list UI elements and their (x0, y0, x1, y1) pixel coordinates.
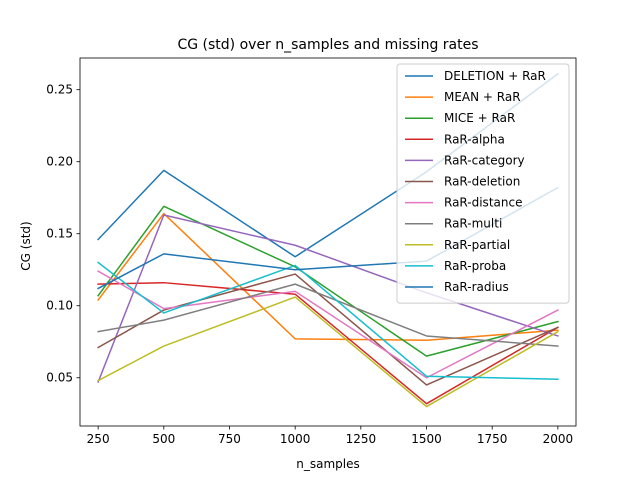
x-tick-label: 750 (218, 432, 241, 446)
legend-label-7: RaR-multi (444, 217, 502, 231)
axes: 250 500 750 1000 1250 1500 1750 2000 0.05 0.10 0.1… (46, 57, 577, 446)
y-axis-label: CG (std) (19, 221, 33, 270)
legend-label-0: DELETION + RaR (444, 69, 546, 83)
legend-label-9: RaR-proba (444, 259, 506, 273)
series-line-2 (97, 205, 559, 357)
legend-box (396, 63, 570, 304)
x-tick-label: 250 (87, 432, 110, 446)
legend-label-8: RaR-partial (444, 238, 510, 252)
legend-label-2: MICE + RaR (444, 111, 515, 125)
legend-label-6: RaR-distance (444, 196, 522, 210)
x-tick-label: 1000 (280, 432, 311, 446)
y-tick-label: 0.20 (46, 155, 73, 169)
y-tick-label: 0.25 (46, 83, 73, 97)
x-tick-label: 500 (152, 432, 175, 446)
chart-title: CG (std) over n_samples and missing rate… (177, 37, 478, 53)
y-tick-label: 0.05 (46, 371, 73, 385)
series-line-3 (97, 281, 559, 405)
axes-frame (79, 57, 577, 427)
series-line-1 (97, 212, 559, 342)
x-tick-label: 2000 (543, 432, 574, 446)
x-tick-label: 1250 (346, 432, 377, 446)
legend-label-5: RaR-deletion (444, 175, 520, 189)
series-line-4 (97, 214, 559, 384)
x-axis-label: n_samples (296, 457, 360, 471)
x-tick-label: 1500 (411, 432, 442, 446)
legend-label-10: RaR-radius (444, 280, 509, 294)
y-tick-label: 0.15 (46, 227, 73, 241)
series-line-9 (97, 261, 559, 380)
series-line-7 (97, 283, 559, 347)
legend-label-4: RaR-category (444, 153, 525, 167)
series-line-5 (97, 273, 559, 386)
series-line-8 (97, 296, 559, 408)
x-tick-label: 1750 (477, 432, 508, 446)
legend: DELETION + RaR MEAN + RaR MICE + RaR RaR-al… (396, 63, 570, 304)
legend-label-1: MEAN + RaR (444, 90, 521, 104)
y-tick-label: 0.10 (46, 299, 73, 313)
legend-label-3: RaR-alpha (444, 132, 505, 146)
